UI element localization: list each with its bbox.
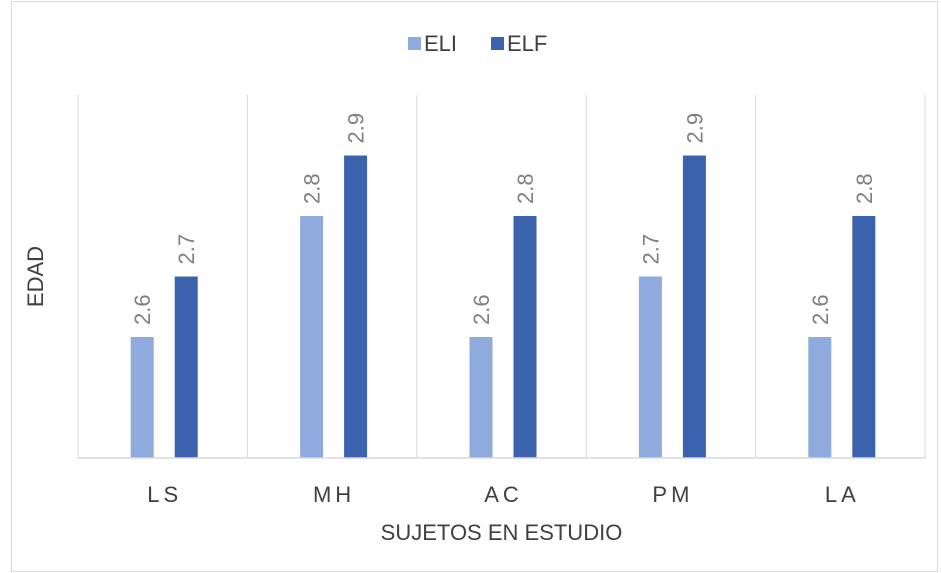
bar-elf-pm [682, 155, 706, 458]
data-label-elf-pm: 2.9 [682, 113, 707, 144]
legend-swatch-elf [491, 37, 504, 50]
data-label-eli-la: 2.6 [808, 294, 833, 325]
gridlines [77, 95, 926, 458]
bar-elf-mh [344, 155, 368, 458]
legend-swatch-eli [408, 37, 421, 50]
x-tick-label: PM [652, 482, 693, 507]
x-axis-title: SUJETOS EN ESTUDIO [381, 520, 623, 545]
legend: ELI ELF [408, 31, 547, 56]
bar-elf-ac [513, 216, 537, 458]
data-label-eli-ac: 2.6 [469, 294, 494, 325]
data-label-elf-ac: 2.8 [513, 173, 538, 204]
x-tick-label: MH [313, 482, 355, 507]
chart-frame [11, 1, 938, 572]
data-label-elf-ls: 2.7 [174, 234, 199, 265]
legend-label-eli: ELI [424, 31, 457, 56]
x-tick-label: AC [484, 482, 523, 507]
data-label-eli-pm: 2.7 [638, 234, 663, 265]
bars-group [130, 155, 876, 458]
bar-eli-ls [130, 337, 154, 458]
bar-eli-la [808, 337, 832, 458]
bar-eli-mh [300, 216, 324, 458]
data-label-eli-ls: 2.6 [130, 294, 155, 325]
bar-elf-la [852, 216, 876, 458]
data-labels-group: 2.6 2.7 2.8 2.9 2.6 2.8 2.7 2.9 2.6 2.8 [130, 113, 877, 325]
x-tick-label: LA [825, 482, 860, 507]
y-axis-title: EDAD [23, 246, 48, 307]
legend-label-elf: ELF [507, 31, 547, 56]
data-label-elf-mh: 2.9 [344, 113, 369, 144]
bar-eli-pm [638, 276, 662, 458]
bar-eli-ac [469, 337, 493, 458]
data-label-elf-la: 2.8 [852, 173, 877, 204]
data-label-eli-mh: 2.8 [300, 173, 325, 204]
bar-elf-ls [174, 276, 198, 458]
x-tick-label: LS [147, 482, 182, 507]
x-tick-labels: LS MH AC PM LA [147, 482, 860, 507]
